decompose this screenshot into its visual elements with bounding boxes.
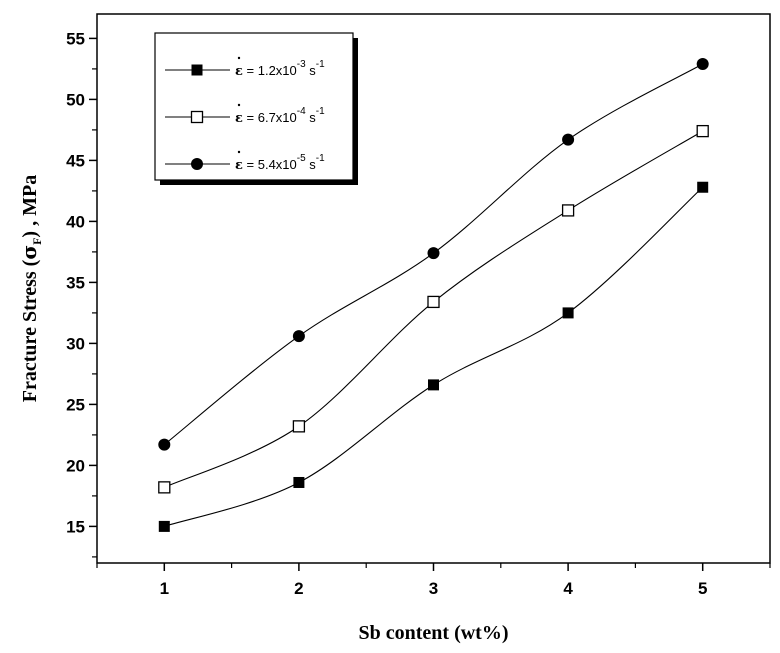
series-2-point bbox=[561, 204, 575, 217]
series-1-point bbox=[428, 379, 439, 391]
series-3-point bbox=[562, 133, 575, 146]
series-1-point bbox=[697, 181, 709, 193]
series-1-point bbox=[293, 476, 305, 488]
x-tick-label: 4 bbox=[563, 579, 573, 598]
y-tick-label: 55 bbox=[66, 29, 85, 48]
y-tick-label: 15 bbox=[66, 517, 85, 536]
series-markers bbox=[158, 58, 709, 532]
epsilon-dot bbox=[237, 150, 241, 154]
series-3-point bbox=[292, 330, 305, 343]
y-tick-label: 40 bbox=[66, 212, 85, 231]
x-tick-label: 5 bbox=[698, 579, 707, 598]
legend-box bbox=[154, 32, 354, 181]
y-tick-label: 25 bbox=[66, 395, 85, 414]
series-1-point bbox=[562, 307, 574, 319]
series-line-1 bbox=[164, 186, 704, 527]
legend-marker-3 bbox=[191, 158, 203, 170]
x-axis-title: Sb content (wt%) bbox=[359, 622, 509, 644]
y-axis-title: Fracture Stress (σF) , MPa bbox=[17, 175, 44, 402]
series-3-point bbox=[427, 247, 440, 260]
series-1-point bbox=[158, 520, 170, 532]
series-2-point bbox=[427, 295, 440, 309]
legend-label-3: ε = 5.4x10-5 s-1 bbox=[235, 153, 325, 173]
legend-marker-2 bbox=[190, 110, 204, 124]
legend-label-1: ε = 1.2x10-3 s-1 bbox=[235, 59, 325, 79]
series-2-point bbox=[696, 124, 709, 138]
y-tick-label: 35 bbox=[66, 273, 85, 292]
y-tick-label: 30 bbox=[66, 334, 85, 353]
epsilon-dot bbox=[237, 56, 241, 60]
legend: ε = 1.2x10-3 s-1 ε = 6.7x10-4 s-1 ε = 5.4x… bbox=[154, 32, 358, 185]
y-tick-label: 50 bbox=[66, 90, 85, 109]
x-tick-label: 1 bbox=[160, 579, 169, 598]
legend-marker-1 bbox=[191, 64, 203, 76]
epsilon-dot bbox=[237, 103, 241, 107]
series-3-point bbox=[158, 438, 171, 451]
series-2-point bbox=[158, 481, 171, 494]
x-tick-label: 2 bbox=[294, 579, 303, 598]
x-tick-label: 3 bbox=[429, 579, 438, 598]
y-tick-label: 20 bbox=[66, 456, 85, 475]
series-2-point bbox=[292, 420, 306, 433]
series-3-point bbox=[696, 58, 709, 71]
y-tick-label: 45 bbox=[66, 151, 85, 170]
legend-label-2: ε = 6.7x10-4 s-1 bbox=[235, 106, 325, 126]
